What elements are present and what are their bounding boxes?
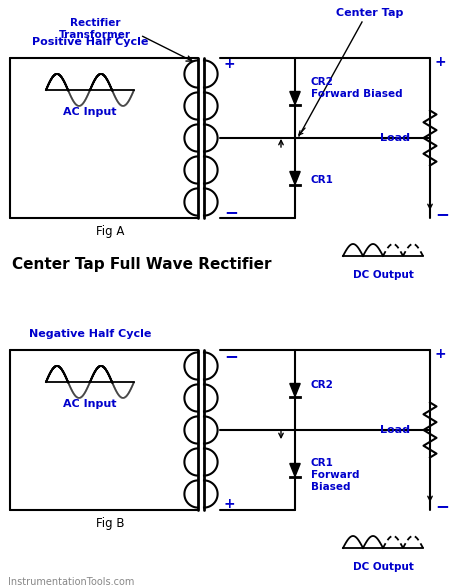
Text: Load: Load <box>380 133 410 143</box>
Text: CR1: CR1 <box>311 175 334 185</box>
Text: +: + <box>435 55 447 69</box>
Text: +: + <box>224 57 236 71</box>
Text: AC Input: AC Input <box>63 399 117 409</box>
Text: DC Output: DC Output <box>353 270 413 280</box>
Text: Positive Half Cycle: Positive Half Cycle <box>32 37 148 47</box>
Text: +: + <box>435 347 447 361</box>
Text: DC Output: DC Output <box>353 562 413 572</box>
Text: Load: Load <box>380 425 410 435</box>
Text: Center Tap Full Wave Rectifier: Center Tap Full Wave Rectifier <box>12 257 272 272</box>
Text: −: − <box>224 203 238 221</box>
Text: −: − <box>435 497 449 515</box>
Text: −: − <box>224 347 238 365</box>
Text: InstrumentationTools.com: InstrumentationTools.com <box>8 577 134 587</box>
Text: AC Input: AC Input <box>63 107 117 117</box>
Text: Center Tap: Center Tap <box>337 8 404 18</box>
Polygon shape <box>290 171 300 184</box>
Text: CR2
Forward Biased: CR2 Forward Biased <box>311 77 402 99</box>
Text: Fig A: Fig A <box>96 225 124 238</box>
Text: −: − <box>435 205 449 223</box>
Text: CR2: CR2 <box>311 380 334 390</box>
Text: Rectifier
Transformer: Rectifier Transformer <box>59 18 131 39</box>
Polygon shape <box>290 464 300 477</box>
Text: +: + <box>224 497 236 511</box>
Text: Fig B: Fig B <box>96 518 124 531</box>
Polygon shape <box>290 383 300 396</box>
Text: Negative Half Cycle: Negative Half Cycle <box>29 329 151 339</box>
Text: CR1
Forward
Biased: CR1 Forward Biased <box>311 458 359 491</box>
Polygon shape <box>290 92 300 104</box>
